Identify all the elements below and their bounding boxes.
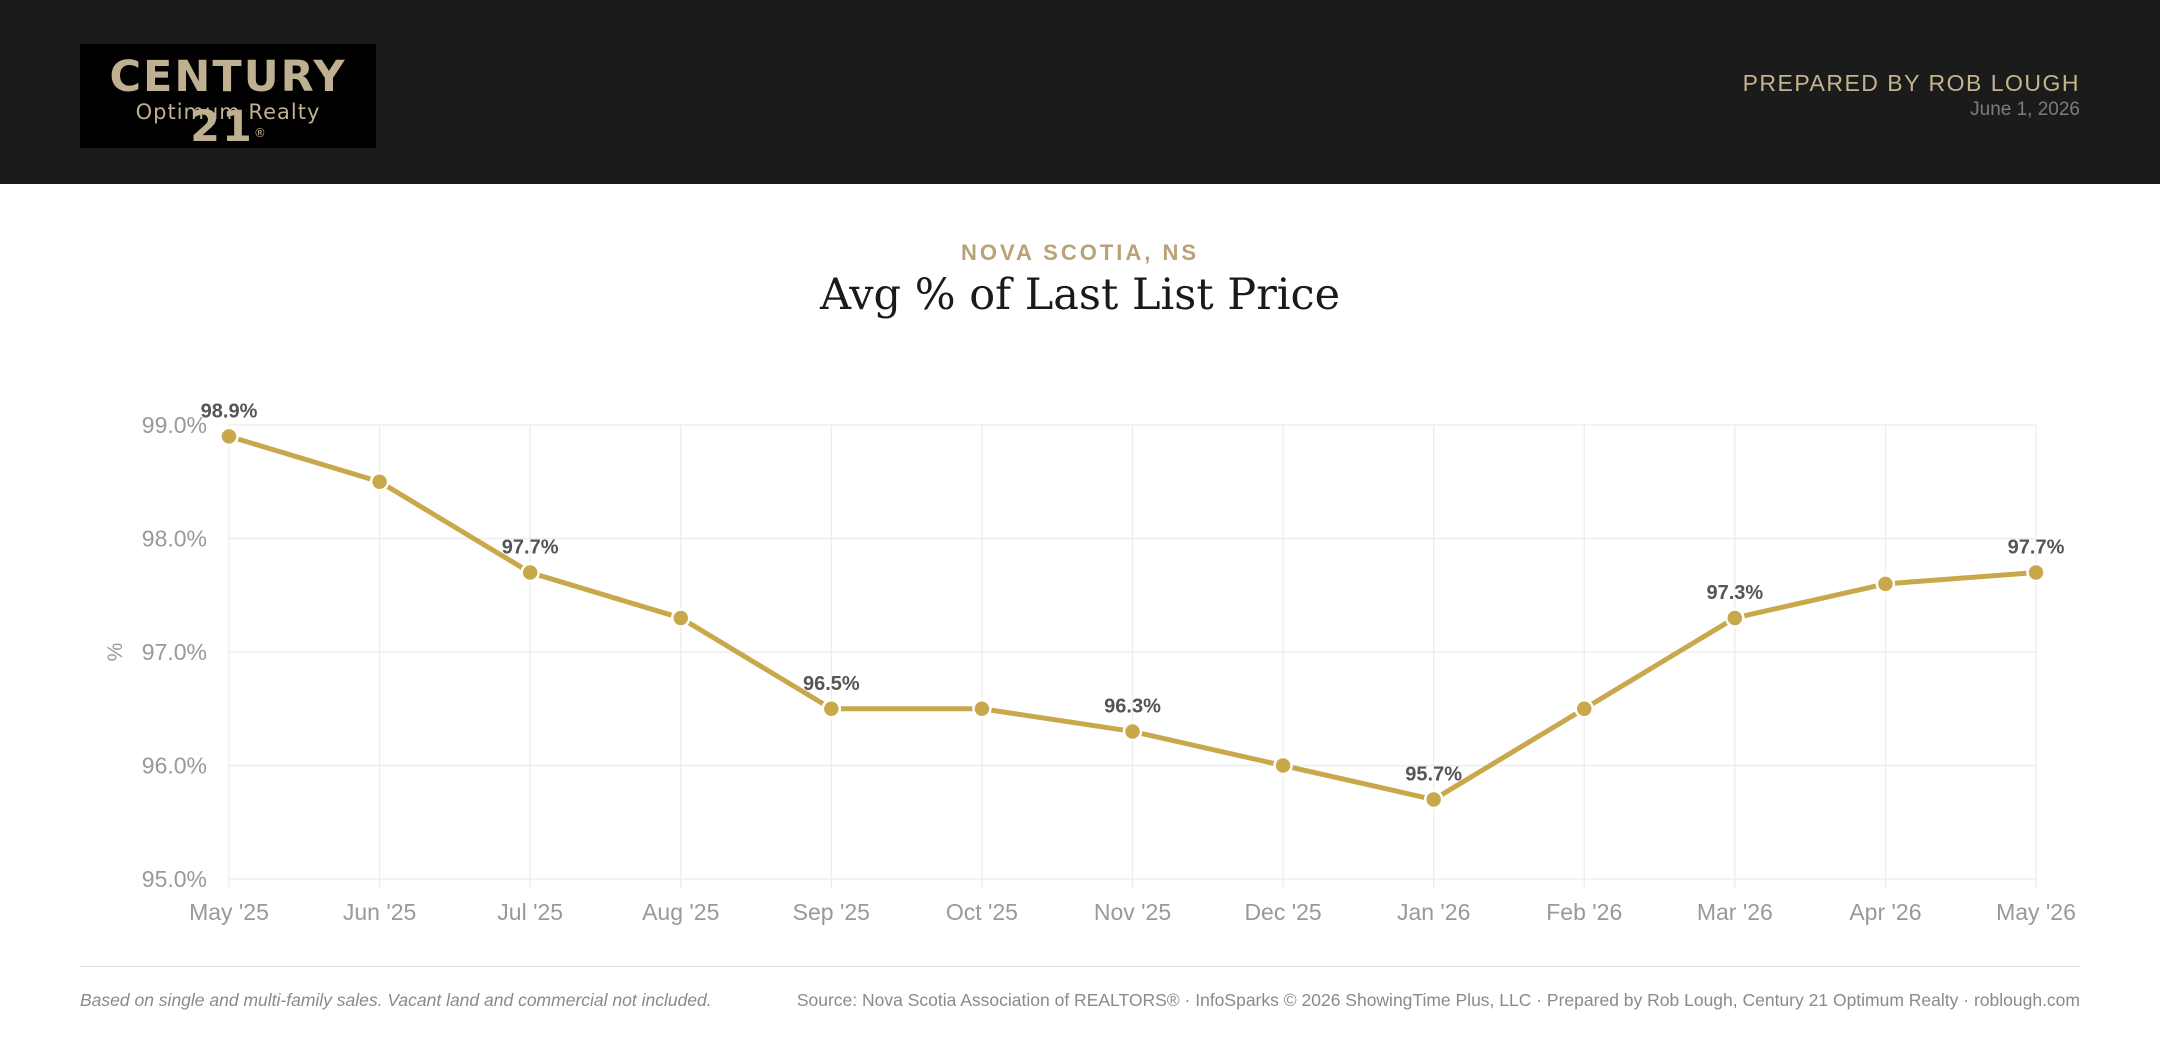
y-axis-label: %: [104, 643, 127, 662]
footer-note: Based on single and multi-family sales. …: [80, 990, 712, 1010]
data-point: [972, 699, 992, 719]
chart-series: [219, 426, 2046, 810]
x-tick-label: Oct '25: [946, 899, 1018, 925]
x-tick-label: Jan '26: [1397, 899, 1470, 925]
chart-axes: 99.0% 98.0% 97.0% 96.0% 95.0% May '25 Jun '25 J…: [142, 412, 2076, 925]
footer-source: Source: Nova Scotia Association of REALT…: [796, 990, 2080, 1010]
prepared-by: PREPARED BY ROB LOUGH: [1742, 70, 2080, 96]
data-point: [1423, 789, 1444, 810]
x-tick-label: Mar '26: [1697, 899, 1773, 925]
chart-data-labels: 98.9% 97.7% 96.5% 96.3% 95.7% 97.3% 97.7%: [201, 400, 2065, 785]
data-point: [369, 472, 390, 492]
logo-subtitle: Optimum Realty: [135, 100, 321, 124]
data-point: [1273, 755, 1293, 776]
x-tick-label: Jul '25: [497, 899, 563, 925]
data-label: 98.9%: [201, 400, 258, 422]
data-point: [219, 426, 239, 447]
x-tick-label: Jun '25: [343, 899, 416, 925]
report-header: CENTURY 21® Optimum Realty PREPARED BY R…: [0, 0, 2160, 184]
y-tick-label: 98.0%: [142, 526, 207, 552]
x-tick-label: Aug '25: [642, 899, 719, 925]
x-tick-label: May '26: [1996, 899, 2076, 925]
chart-title: Avg % of Last List Price: [819, 270, 1341, 320]
x-tick-label: Sep '25: [793, 899, 870, 925]
data-point: [671, 608, 691, 628]
data-point: [1725, 608, 1745, 628]
data-point: [1122, 721, 1143, 742]
x-tick-label: Dec '25: [1244, 899, 1321, 925]
data-point: [2026, 562, 2046, 583]
data-point: [821, 699, 842, 719]
x-tick-label: Nov '25: [1094, 899, 1171, 925]
region-label: NOVA SCOTIA, NS: [960, 240, 1200, 265]
x-tick-label: Feb '26: [1546, 899, 1622, 925]
data-label: 97.7%: [2008, 537, 2065, 559]
y-tick-label: 97.0%: [142, 639, 207, 665]
data-point: [520, 562, 540, 583]
chart-grid: [228, 424, 2037, 889]
x-tick-label: Apr '26: [1849, 899, 1921, 925]
data-point: [1574, 699, 1594, 719]
century21-logo: CENTURY 21® Optimum Realty: [80, 44, 376, 152]
y-tick-label: 96.0%: [142, 753, 207, 779]
data-label: 95.7%: [1405, 764, 1462, 786]
data-label: 96.3%: [1104, 695, 1161, 717]
data-label: 97.3%: [1706, 582, 1763, 604]
logo-wordmark: CENTURY 21: [109, 52, 347, 152]
data-point: [1875, 574, 1896, 594]
report-date: June 1, 2026: [1970, 99, 2080, 120]
y-tick-label: 99.0%: [142, 412, 207, 438]
line-chart: 99.0% 98.0% 97.0% 96.0% 95.0% May '25 Jun '25 J…: [104, 400, 2076, 925]
footer-divider: [80, 966, 2080, 967]
data-label: 96.5%: [803, 673, 860, 695]
data-label: 97.7%: [502, 537, 559, 559]
x-tick-label: May '25: [189, 899, 269, 925]
y-tick-label: 95.0%: [142, 866, 207, 892]
logo-registered-mark: ®: [253, 126, 266, 140]
